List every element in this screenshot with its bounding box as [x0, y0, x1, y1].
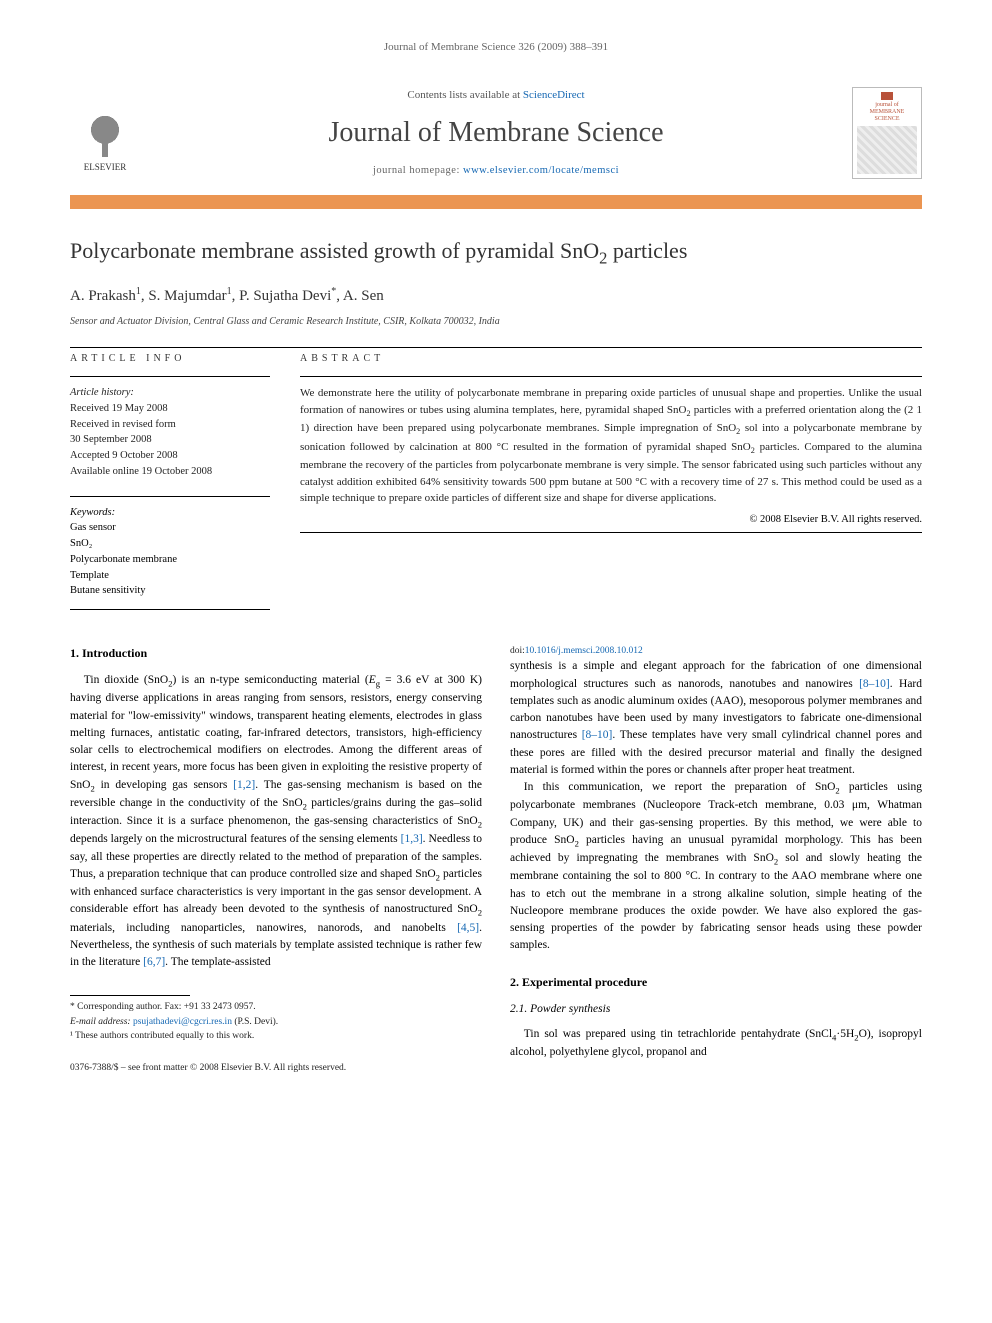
history-line: Accepted 9 October 2008	[70, 448, 270, 464]
article-info-column: ARTICLE INFO Article history: Received 1…	[70, 352, 270, 599]
cover-line-1: journal of	[875, 102, 899, 109]
keyword: SnO₂	[70, 536, 270, 552]
body-columns: 1. Introduction Tin dioxide (SnO2) is an…	[70, 644, 922, 1075]
cover-line-2: MEMBRANE	[870, 109, 905, 116]
article-title: Polycarbonate membrane assisted growth o…	[70, 237, 922, 269]
rule-below-info	[70, 609, 270, 610]
footer-doi: doi:10.1016/j.memsci.2008.10.012	[510, 644, 922, 658]
keyword: Gas sensor	[70, 520, 270, 536]
paragraph: synthesis is a simple and elegant approa…	[510, 658, 922, 779]
authors: A. Prakash1, S. Majumdar1, P. Sujatha De…	[70, 285, 922, 307]
footnote-email: E-mail address: psujathadevi@cgcri.res.i…	[70, 1015, 482, 1029]
cover-line-3: SCIENCE	[874, 116, 899, 123]
history-line: Available online 19 October 2008	[70, 464, 270, 480]
doi-link[interactable]: 10.1016/j.memsci.2008.10.012	[525, 646, 643, 656]
footnote-rule	[70, 995, 190, 996]
affiliation: Sensor and Actuator Division, Central Gl…	[70, 315, 922, 329]
footnote-equal-contrib: ¹ These authors contributed equally to t…	[70, 1029, 482, 1043]
cover-flag-icon	[881, 92, 893, 100]
keyword: Polycarbonate membrane	[70, 552, 270, 568]
footer-front-matter: 0376-7388/$ – see front matter © 2008 El…	[70, 1061, 482, 1075]
footnotes: * Corresponding author. Fax: +91 33 2473…	[70, 1000, 482, 1043]
rule-above-info	[70, 347, 922, 348]
email-paren: (P.S. Devi).	[232, 1017, 278, 1027]
article-history: Article history: Received 19 May 2008 Re…	[70, 385, 270, 480]
abstract-label: ABSTRACT	[300, 352, 922, 366]
email-label: E-mail address:	[70, 1017, 133, 1027]
contents-prefix: Contents lists available at	[407, 89, 522, 101]
heading-powder-synthesis: 2.1. Powder synthesis	[510, 1001, 922, 1018]
homepage-prefix: journal homepage:	[373, 165, 463, 176]
journal-cover-thumb: journal of MEMBRANE SCIENCE	[852, 87, 922, 179]
doi-prefix: doi:	[510, 646, 525, 656]
publisher-name: ELSEVIER	[84, 161, 127, 174]
keywords-block: Keywords: Gas sensor SnO₂ Polycarbonate …	[70, 505, 270, 600]
homepage-line: journal homepage: www.elsevier.com/locat…	[140, 164, 852, 179]
paragraph: Tin sol was prepared using tin tetrachlo…	[510, 1026, 922, 1061]
abstract-column: ABSTRACT We demonstrate here the utility…	[300, 352, 922, 599]
paragraph: In this communication, we report the pre…	[510, 779, 922, 954]
article-info-label: ARTICLE INFO	[70, 352, 270, 366]
orange-rule	[70, 195, 922, 209]
sciencedirect-link[interactable]: ScienceDirect	[523, 89, 585, 101]
history-line: Received in revised form	[70, 417, 270, 433]
history-label: Article history:	[70, 385, 270, 401]
publisher-logo: ELSEVIER	[70, 93, 140, 173]
history-line: Received 19 May 2008	[70, 401, 270, 417]
heading-experimental: 2. Experimental procedure	[510, 973, 922, 991]
masthead: ELSEVIER Contents lists available at Sci…	[70, 75, 922, 187]
keyword: Butane sensitivity	[70, 583, 270, 599]
paragraph: Tin dioxide (SnO2) is an n-type semicond…	[70, 672, 482, 971]
abstract-text: We demonstrate here the utility of polyc…	[300, 385, 922, 507]
elsevier-tree-icon	[87, 113, 123, 161]
keyword: Template	[70, 568, 270, 584]
abstract-copyright: © 2008 Elsevier B.V. All rights reserved…	[300, 513, 922, 528]
email-link[interactable]: psujathadevi@cgcri.res.in	[133, 1017, 232, 1027]
footnote-corresponding: * Corresponding author. Fax: +91 33 2473…	[70, 1000, 482, 1014]
history-line: 30 September 2008	[70, 432, 270, 448]
homepage-link[interactable]: www.elsevier.com/locate/memsci	[463, 165, 619, 176]
contents-line: Contents lists available at ScienceDirec…	[140, 88, 852, 103]
running-head: Journal of Membrane Science 326 (2009) 3…	[70, 40, 922, 55]
keywords-label: Keywords:	[70, 505, 270, 521]
cover-image-placeholder	[857, 126, 917, 174]
journal-name: Journal of Membrane Science	[140, 113, 852, 152]
heading-introduction: 1. Introduction	[70, 644, 482, 662]
